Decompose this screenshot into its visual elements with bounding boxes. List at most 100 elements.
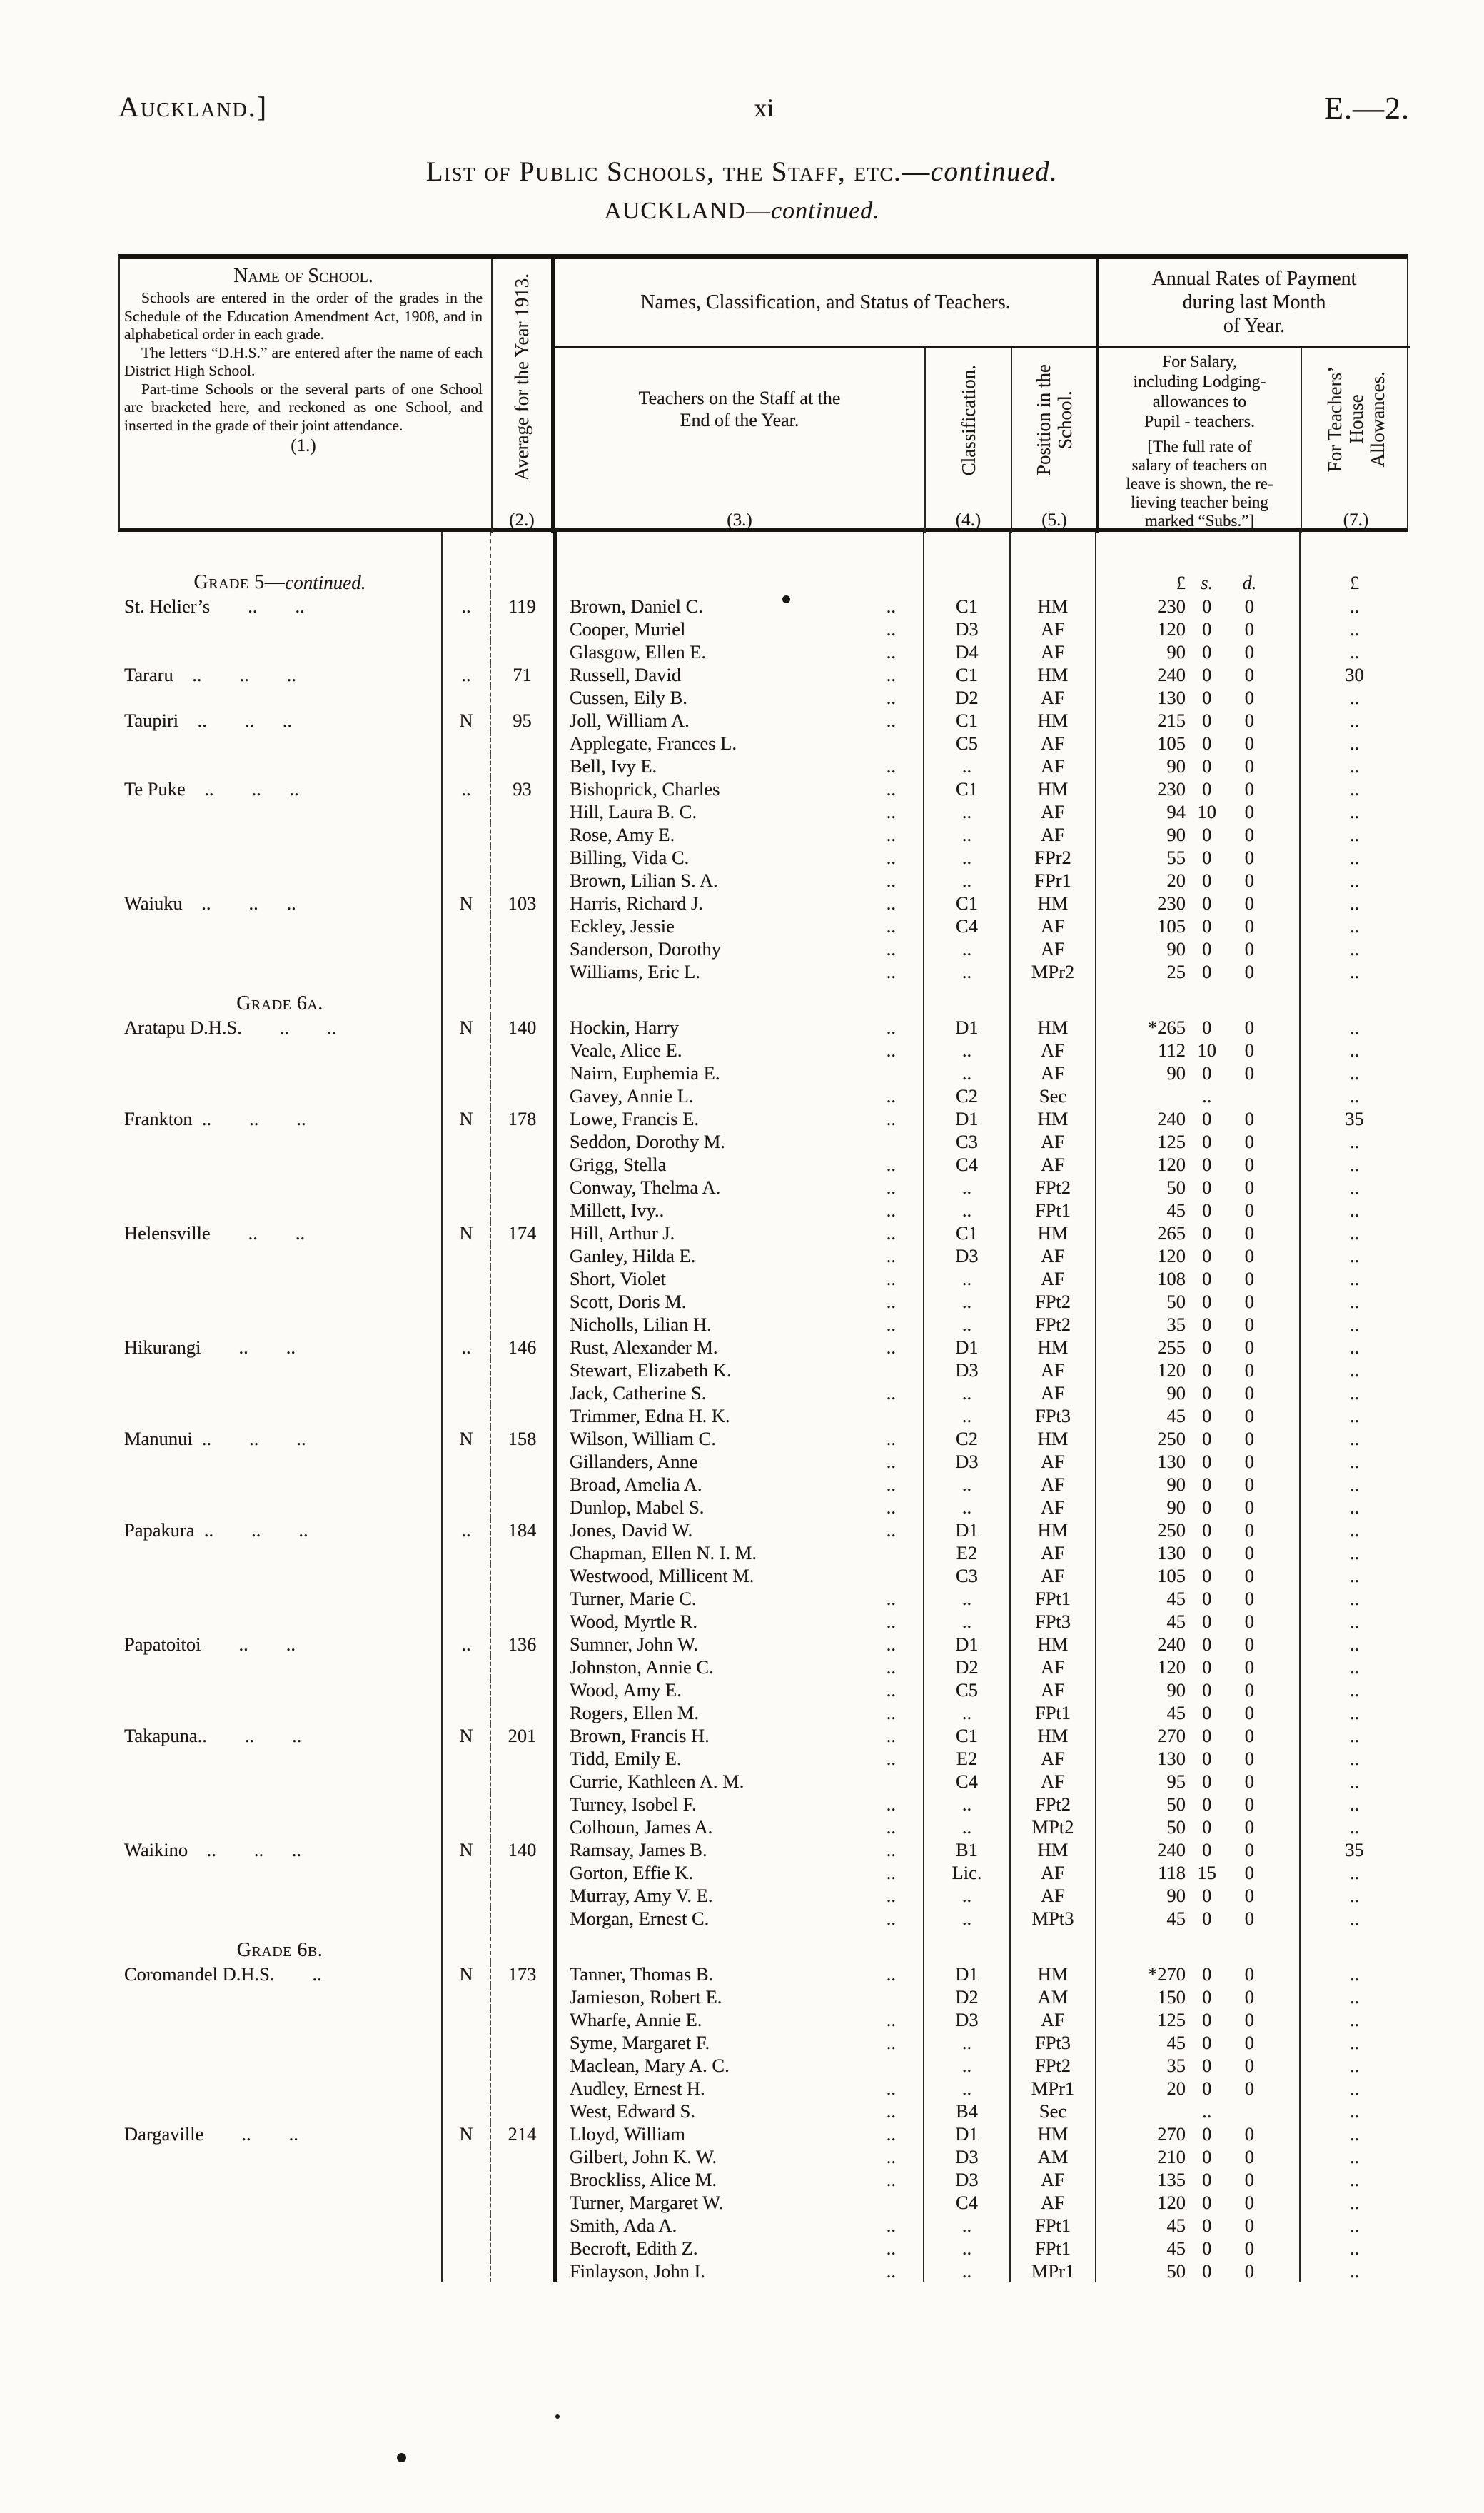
teacher-cell: Hill, Arthur J. .. xyxy=(553,1222,923,1244)
teacher-name: Brockliss, Alice M. xyxy=(570,2169,717,2190)
average-attendance: 201 xyxy=(508,1725,537,1746)
position-cell: AF xyxy=(1009,618,1095,640)
house-allowance-cell: .. xyxy=(1299,1039,1408,1062)
classification-cell: E2 xyxy=(923,1541,1009,1564)
note-cell xyxy=(441,1701,490,1724)
teacher-cell: Murray, Amy V. E. .. xyxy=(553,1884,923,1907)
average-attendance-cell xyxy=(490,1884,553,1907)
school-cell xyxy=(118,1747,441,1770)
average-attendance-cell xyxy=(490,2260,553,2282)
position-value: FPr1 xyxy=(1034,870,1071,891)
salary-cell: 45 0 0 xyxy=(1095,1199,1299,1222)
salary-cell: 94 10 0 xyxy=(1095,800,1299,823)
dot-leader: .. xyxy=(886,1474,896,1495)
school-cell xyxy=(118,2191,441,2214)
position-value: AF xyxy=(1041,1359,1065,1381)
name-of-school-note-3: Part-time Schools or the several parts o… xyxy=(124,380,483,434)
school-cell xyxy=(118,1244,441,1267)
classification-cell: .. xyxy=(923,2237,1009,2260)
position-cell xyxy=(1009,1930,1095,1963)
classification-cell: .. xyxy=(923,1496,1009,1519)
classification-cell: B4 xyxy=(923,2100,1009,2122)
salary-pounds: 130 xyxy=(1157,1542,1186,1563)
salary-pounds: 50 xyxy=(1166,2260,1186,2282)
salary-pounds: 112 xyxy=(1158,1039,1186,1061)
classification-value: C4 xyxy=(956,2192,978,2213)
average-attendance-cell xyxy=(490,1564,553,1587)
table-row: Papatoitoi .. .. .. 136 Sumner, John W. … xyxy=(118,1633,1408,1656)
classification-cell: C2 xyxy=(923,1084,1009,1107)
position-value: AF xyxy=(1041,1245,1065,1266)
salary-cell: 25 0 0 xyxy=(1095,960,1299,983)
salary-pence: 0 xyxy=(1244,801,1255,822)
salary-pounds: 90 xyxy=(1166,755,1186,777)
average-attendance-cell xyxy=(490,869,553,892)
note-cell xyxy=(441,2191,490,2214)
classification-value: D1 xyxy=(955,1108,979,1129)
dot-leader: .. xyxy=(886,1725,896,1746)
salary-shillings: .. xyxy=(1202,2100,1212,2122)
position-cell: HM xyxy=(1009,1336,1095,1359)
salary-cell: 120 0 0 xyxy=(1095,618,1299,640)
note-cell: N xyxy=(441,1838,490,1861)
salary-pence: 0 xyxy=(1244,2260,1255,2282)
dot-leader: .. xyxy=(886,1314,896,1335)
classification-value: .. xyxy=(961,1405,972,1426)
teacher-cell: Wilson, William C. .. xyxy=(553,1427,923,1450)
salary-shillings: 0 xyxy=(1202,641,1212,663)
salary-pounds: 45 xyxy=(1166,1199,1186,1221)
classification-cell: C1 xyxy=(923,892,1009,915)
name-of-school-note-1: Schools are entered in the order of the … xyxy=(124,289,483,343)
teacher-cell: Audley, Ernest H. .. xyxy=(553,2077,923,2100)
table-header: Name of School. Schools are entered in t… xyxy=(118,254,1410,533)
teacher-name: Turner, Margaret W. xyxy=(570,2192,724,2213)
teacher-cell: Jack, Catherine S. .. xyxy=(553,1381,923,1404)
position-value: AF xyxy=(1041,1542,1065,1563)
teacher-cell: Wood, Amy E. .. xyxy=(553,1678,923,1701)
average-attendance-cell: 140 xyxy=(490,1016,553,1039)
salary-pence: 0 xyxy=(1244,961,1255,982)
note-cell xyxy=(441,1656,490,1678)
average-attendance: 158 xyxy=(508,1428,537,1449)
house-allowance-cell: .. xyxy=(1299,2145,1408,2168)
classification-cell: .. xyxy=(923,1381,1009,1404)
classification-cell: D3 xyxy=(923,2145,1009,2168)
house-allowance-cell: .. xyxy=(1299,2122,1408,2145)
note-cell xyxy=(441,2100,490,2122)
salary-pence: 0 xyxy=(1244,1679,1255,1701)
position-cell: AF xyxy=(1009,2191,1095,2214)
house-allowance-cell: .. xyxy=(1299,2168,1408,2191)
classification-cell: .. xyxy=(923,1587,1009,1610)
dot-leader: .. xyxy=(886,1816,896,1838)
house-allowance-cell: .. xyxy=(1299,1747,1408,1770)
column-number-3: (3.) xyxy=(727,510,752,530)
position-cell: AF xyxy=(1009,1678,1095,1701)
classification-value: C1 xyxy=(956,778,978,800)
salary-shillings: 0 xyxy=(1202,1245,1212,1266)
table-row: Scott, Doris M. .. .. FPt2 50 0 0 .. xyxy=(118,1290,1408,1313)
school-cell xyxy=(118,1656,441,1678)
house-allowance-value: .. xyxy=(1349,2192,1360,2213)
house-allowance-cell: .. xyxy=(1299,2077,1408,2100)
school-cell xyxy=(118,1587,441,1610)
position-value: HM xyxy=(1037,778,1069,800)
salary-shillings: 0 xyxy=(1202,2032,1212,2053)
note-cell xyxy=(441,1678,490,1701)
salary-shillings: 0 xyxy=(1202,2192,1212,2213)
average-attendance-cell xyxy=(490,755,553,777)
table-row: Glasgow, Ellen E. .. D4 AF 90 0 0 .. xyxy=(118,640,1408,663)
salary-cell: .. xyxy=(1095,1084,1299,1107)
dot-leader: .. xyxy=(886,2237,896,2259)
salary-cell: 255 0 0 xyxy=(1095,1336,1299,1359)
salary-cell: *270 0 0 xyxy=(1095,1963,1299,1985)
dot-leader: .. xyxy=(886,961,896,982)
teacher-cell: Nicholls, Lilian H. .. xyxy=(553,1313,923,1336)
teacher-name: Billing, Vida C. xyxy=(570,847,690,868)
classification-value: C4 xyxy=(956,1154,978,1175)
position-value: HM xyxy=(1037,710,1069,731)
teacher-cell: Harris, Richard J. .. xyxy=(553,892,923,915)
classification-value: D1 xyxy=(955,1017,979,1038)
house-allowance-value: .. xyxy=(1349,2169,1360,2190)
position-cell: AF xyxy=(1009,1062,1095,1084)
teacher-cell: Trimmer, Edna H. K. xyxy=(553,1404,923,1427)
